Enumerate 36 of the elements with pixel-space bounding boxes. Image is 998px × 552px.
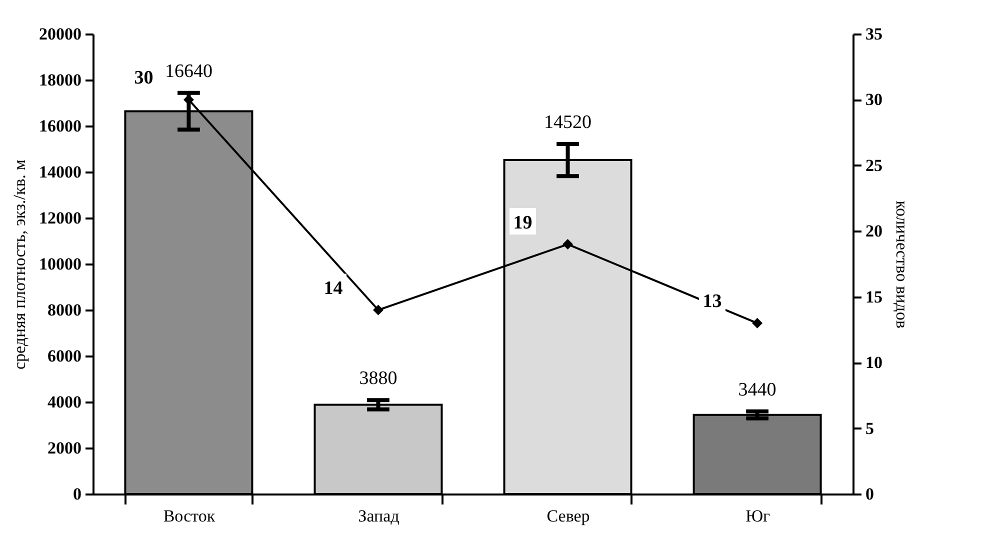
data-label: 13 bbox=[702, 291, 722, 312]
y2-tick-label: 35 bbox=[866, 24, 882, 44]
y2-tick-label: 10 bbox=[866, 353, 882, 372]
data-label: 30 bbox=[134, 68, 154, 89]
y-tick-label: 18000 bbox=[39, 70, 82, 90]
data-label: 16640 bbox=[164, 60, 212, 82]
y2-axis-title: количество видов bbox=[892, 200, 912, 328]
y-tick-label: 10000 bbox=[39, 254, 82, 274]
y-tick-label: 0 bbox=[73, 484, 82, 504]
x-tick-label: Восток bbox=[163, 506, 216, 526]
y-tick-label: 2000 bbox=[48, 438, 82, 458]
y-axis-title: средняя плотность, экз./кв. м bbox=[10, 159, 29, 370]
y2-tick-label: 25 bbox=[866, 156, 882, 175]
data-label: 3440 bbox=[738, 379, 776, 400]
y-tick-label: 6000 bbox=[48, 346, 82, 366]
point bbox=[372, 304, 384, 316]
y-tick-label: 12000 bbox=[39, 208, 82, 228]
y-tick-label: 8000 bbox=[48, 300, 82, 320]
y2-tick-label: 20 bbox=[866, 222, 882, 241]
data-label: 3880 bbox=[359, 368, 398, 390]
point bbox=[562, 239, 574, 250]
x-tick-label: Север bbox=[546, 506, 590, 526]
y-tick-label: 16000 bbox=[39, 116, 82, 136]
x-tick-label: Юг bbox=[746, 506, 770, 526]
data-label: 14 bbox=[324, 278, 344, 299]
point bbox=[752, 318, 763, 328]
x-tick-label: Запад bbox=[358, 506, 400, 526]
y-tick-label: 4000 bbox=[48, 392, 82, 412]
y2-tick-label: 30 bbox=[866, 90, 882, 110]
data-label: 19 bbox=[513, 212, 532, 234]
y-tick-label: 14000 bbox=[39, 162, 82, 182]
y2-tick-label: 0 bbox=[866, 484, 874, 504]
y2-tick-label: 5 bbox=[866, 418, 874, 438]
data-label: 14520 bbox=[544, 112, 592, 133]
y2-tick-label: 15 bbox=[866, 287, 882, 306]
y-tick-label: 20000 bbox=[39, 24, 82, 44]
